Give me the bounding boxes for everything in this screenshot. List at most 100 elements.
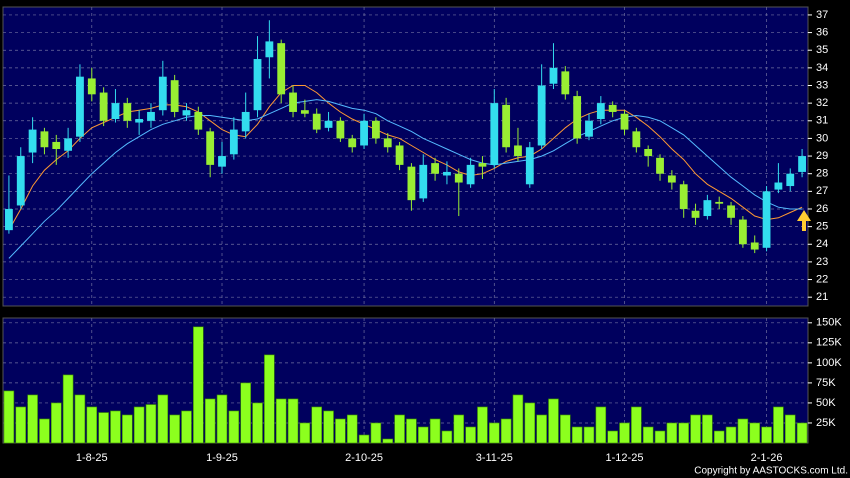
candle-body: [229, 129, 238, 155]
y-tick-label: 30: [816, 132, 828, 144]
candle-body: [762, 191, 771, 248]
volume-bar: [524, 402, 536, 444]
candle-body: [147, 111, 155, 121]
candle-body: [644, 149, 653, 157]
candle-body: [52, 141, 61, 150]
y-tick-label: 33: [816, 79, 828, 91]
moving-average: [8, 85, 803, 231]
candle-body: [265, 41, 274, 58]
volume-bar: [761, 426, 772, 444]
y-tick-label: 35: [816, 44, 828, 56]
volume-bar: [465, 426, 476, 444]
candle-body: [478, 163, 487, 167]
y-tick-label: 31: [816, 115, 828, 127]
candle-body: [135, 119, 144, 123]
candle-body: [549, 67, 558, 84]
candle-body: [514, 145, 522, 157]
volume-bar: [27, 394, 38, 444]
y-tick-label: 50K: [816, 397, 836, 409]
volume-bar: [169, 414, 180, 444]
candle-body: [466, 164, 475, 185]
candle-body: [786, 173, 795, 187]
copyright: Copyright by AASTOCKS.com Ltd.: [694, 466, 848, 477]
x-tick-label: 2-1-26: [751, 452, 783, 464]
y-tick-label: 36: [816, 26, 828, 38]
price-panel: [2, 6, 809, 307]
volume-bar: [252, 402, 263, 444]
volume-bar: [157, 394, 169, 444]
candle-body: [798, 156, 806, 172]
candle-body: [596, 103, 605, 120]
volume-bar: [536, 414, 547, 444]
volume-bar: [323, 410, 334, 444]
candle-body: [656, 157, 664, 174]
volume-bar: [666, 422, 678, 444]
volume-bar: [204, 398, 216, 444]
candle-body: [490, 103, 499, 165]
candle-body: [502, 104, 511, 148]
volume-bar: [133, 406, 145, 444]
volume-bar: [417, 426, 429, 444]
candle-body: [360, 120, 368, 146]
volume-bar: [477, 406, 488, 444]
volume-bar: [287, 398, 299, 444]
volume-bar: [370, 422, 382, 444]
volume-bar: [39, 418, 50, 444]
y-tick-label: 150K: [816, 317, 842, 329]
volume-bar: [619, 422, 630, 444]
volume-bar: [429, 418, 441, 444]
volume-bar: [796, 422, 808, 444]
candle-body: [16, 156, 25, 206]
candle-body: [312, 113, 321, 130]
volume-bar: [346, 414, 358, 444]
candle-body: [28, 129, 37, 153]
volume-bar: [654, 430, 666, 444]
candle-body: [324, 120, 333, 128]
y-tick-label: 24: [816, 238, 828, 250]
volume-bar: [216, 394, 228, 444]
candle-body: [738, 219, 747, 245]
volume-bar: [548, 398, 559, 444]
candle-body: [419, 164, 428, 199]
volume-bar: [86, 406, 98, 444]
volume-bar: [358, 434, 370, 444]
x-tick-label: 1-9-25: [206, 452, 238, 464]
volume-bar: [3, 390, 15, 444]
volume-bar: [240, 382, 251, 444]
candle-body: [525, 147, 534, 185]
volume-bar: [181, 410, 192, 444]
candle-body: [170, 80, 179, 112]
candle-body: [206, 131, 215, 165]
candle-body: [715, 201, 724, 204]
x-tick-label: 1-8-25: [76, 452, 108, 464]
candle-body: [5, 208, 13, 231]
candle-body: [608, 104, 617, 112]
candle-body: [443, 171, 451, 176]
candle-body: [395, 145, 404, 165]
candle-body: [383, 138, 392, 148]
candle-body: [561, 71, 570, 95]
candle-body: [667, 175, 676, 183]
volume-bar: [50, 402, 62, 444]
candle-body: [76, 76, 84, 137]
volume-bar: [110, 410, 121, 444]
volume-bar: [631, 406, 642, 444]
candle-body: [87, 78, 96, 95]
volume-bar: [15, 406, 27, 444]
candle-body: [241, 111, 250, 132]
volume-bar: [193, 326, 204, 444]
candle-body: [99, 92, 108, 121]
y-tick-label: 27: [816, 185, 828, 197]
y-tick-label: 100K: [816, 357, 842, 369]
volume-bar: [571, 426, 583, 444]
candle-body: [64, 138, 73, 151]
y-tick-label: 23: [816, 256, 828, 268]
candle-body: [194, 111, 203, 130]
volume-bar: [299, 422, 311, 444]
x-tick-label: 1-12-25: [606, 452, 644, 464]
volume-bar: [489, 422, 500, 444]
volume-bar: [500, 418, 512, 444]
volume-bar: [713, 430, 725, 444]
moving-average: [8, 99, 803, 259]
